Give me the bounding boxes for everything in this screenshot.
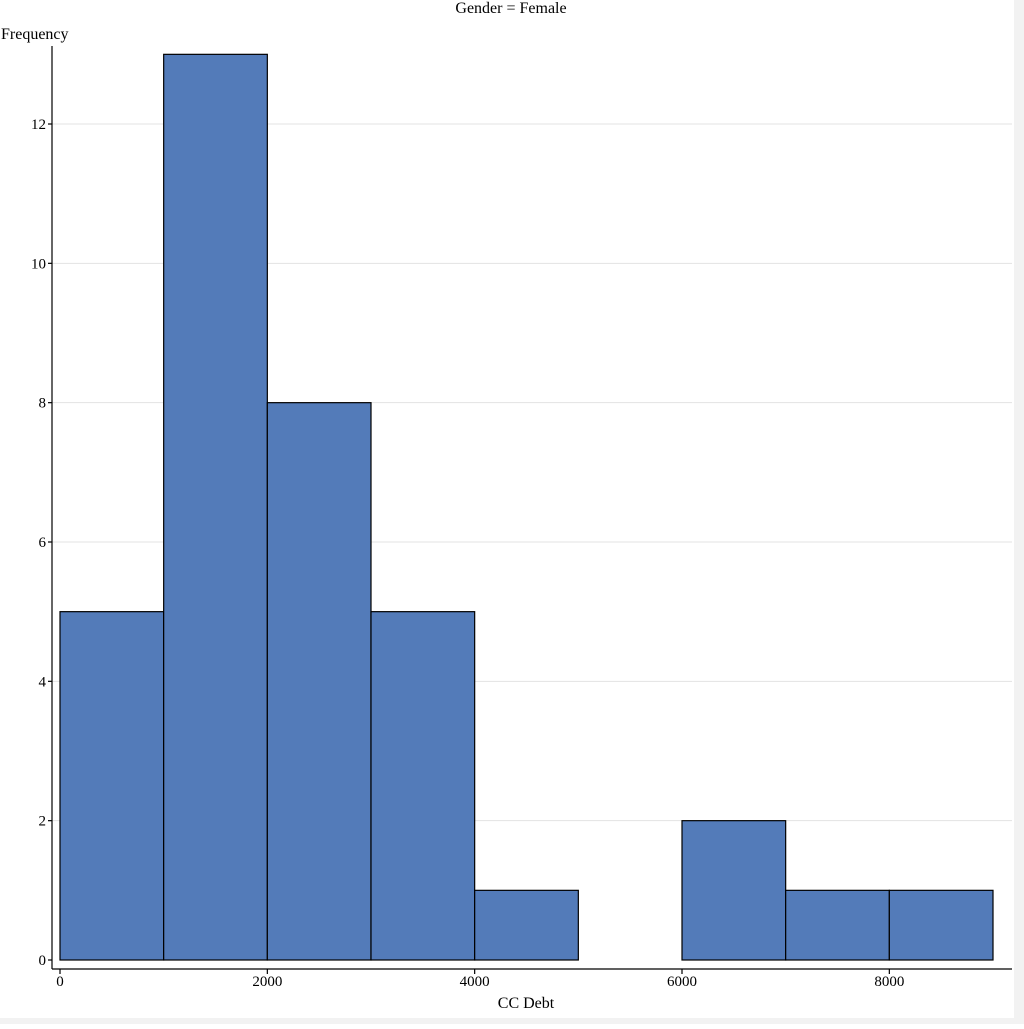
histogram-bar-0 <box>59 611 165 961</box>
y-tick-label-0: 0 <box>39 953 47 969</box>
histogram-bar-7 <box>785 889 890 961</box>
x-tick-label-2000: 2000 <box>252 974 282 990</box>
y-tick-label-4: 4 <box>39 674 47 690</box>
histogram-bar-3 <box>370 611 476 961</box>
window-edge <box>1014 0 1024 1024</box>
x-axis-title: CC Debt <box>498 995 555 1012</box>
histogram-bar-6 <box>681 820 787 961</box>
y-axis-title: Frequency <box>1 26 69 43</box>
y-tick-label-10: 10 <box>31 256 46 272</box>
y-tick-label-2: 2 <box>39 814 47 830</box>
histogram-bars <box>59 53 994 961</box>
y-tick-label-12: 12 <box>31 117 46 133</box>
histogram-bar-1 <box>163 53 268 961</box>
chart-title: Gender = Female <box>455 0 566 17</box>
histogram-bar-8 <box>888 889 994 961</box>
y-axis-ticks: 0 2 4 6 8 10 12 <box>31 117 52 969</box>
window-edge-bottom <box>0 1018 1024 1024</box>
x-tick-label-8000: 8000 <box>874 974 904 990</box>
histogram-bar-2 <box>266 402 372 961</box>
x-axis-ticks: 0 2000 4000 6000 8000 <box>56 969 904 990</box>
x-tick-label-4000: 4000 <box>460 974 490 990</box>
x-tick-label-6000: 6000 <box>667 974 697 990</box>
histogram-bar-4 <box>474 889 579 961</box>
y-tick-label-6: 6 <box>39 535 47 551</box>
x-tick-label-0: 0 <box>56 974 64 990</box>
axes <box>51 46 1012 970</box>
y-tick-label-8: 8 <box>39 396 47 412</box>
